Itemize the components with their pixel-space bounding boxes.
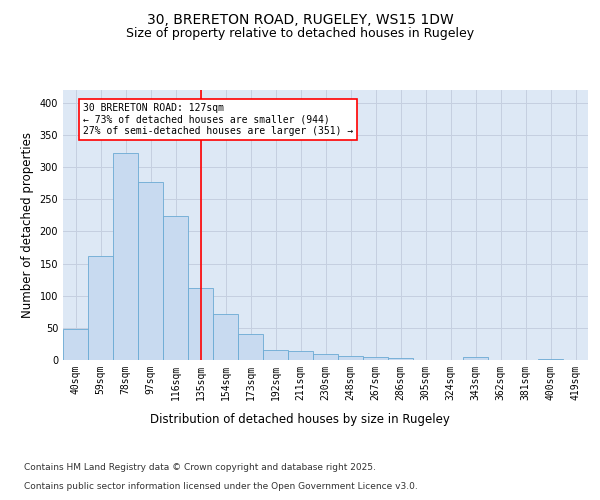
Text: Size of property relative to detached houses in Rugeley: Size of property relative to detached ho… (126, 28, 474, 40)
Bar (138, 182, 163, 360)
Bar (363, 358, 388, 360)
Text: Contains HM Land Registry data © Crown copyright and database right 2025.: Contains HM Land Registry data © Crown c… (24, 464, 376, 472)
Bar (538, 358, 563, 360)
Bar (338, 356, 363, 360)
Bar (63, 329, 88, 360)
Text: Distribution of detached houses by size in Rugeley: Distribution of detached houses by size … (150, 412, 450, 426)
Bar (188, 288, 213, 360)
Bar (313, 354, 338, 360)
Bar (288, 351, 313, 360)
Bar (238, 334, 263, 360)
Text: 30, BRERETON ROAD, RUGELEY, WS15 1DW: 30, BRERETON ROAD, RUGELEY, WS15 1DW (146, 12, 454, 26)
Bar (163, 216, 188, 360)
Bar (88, 256, 113, 360)
Bar (463, 358, 488, 360)
Bar (263, 350, 288, 360)
Text: 30 BRERETON ROAD: 127sqm
← 73% of detached houses are smaller (944)
27% of semi-: 30 BRERETON ROAD: 127sqm ← 73% of detach… (83, 103, 353, 136)
Text: Contains public sector information licensed under the Open Government Licence v3: Contains public sector information licen… (24, 482, 418, 491)
Y-axis label: Number of detached properties: Number of detached properties (21, 132, 34, 318)
Bar (113, 153, 138, 360)
Bar (388, 358, 413, 360)
Bar (213, 314, 238, 360)
